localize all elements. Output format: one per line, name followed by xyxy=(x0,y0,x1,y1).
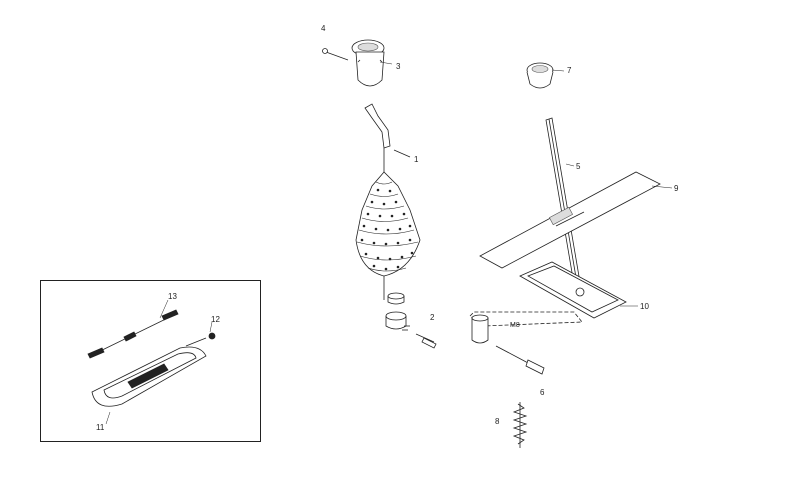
part-7-knob xyxy=(526,62,554,89)
callout-9: 9 xyxy=(674,184,679,193)
callout-11: 11 xyxy=(96,423,105,432)
callout-7: 7 xyxy=(567,66,572,75)
callout-12: 12 xyxy=(211,315,220,324)
part-8-spring xyxy=(512,402,528,448)
callout-10: 10 xyxy=(640,302,649,311)
lever-lower-bush xyxy=(385,292,407,330)
leader-lines xyxy=(105,61,673,425)
part-11-gasket xyxy=(91,346,207,407)
part-9-cover-plate xyxy=(479,171,661,269)
callout-5: 5 xyxy=(576,162,581,171)
callout-3: 3 xyxy=(396,62,401,71)
inset-frame xyxy=(40,280,261,442)
part-2-bolt xyxy=(402,325,437,349)
part-6-bolt xyxy=(495,345,545,375)
nut-marking: M8 xyxy=(510,322,520,329)
part-13-pin xyxy=(87,309,179,359)
callout-4: 4 xyxy=(321,24,326,33)
callout-8: 8 xyxy=(495,417,500,426)
shift-linkage-arm: M8 xyxy=(469,311,583,344)
part-4-screw xyxy=(322,48,349,61)
gear-lever-boot xyxy=(355,171,421,277)
callout-13: 13 xyxy=(168,292,177,301)
callout-6: 6 xyxy=(540,388,545,397)
part-3-gear-knob xyxy=(351,39,385,87)
callout-2: 2 xyxy=(430,313,435,322)
part-10-bracket xyxy=(519,261,627,319)
callout-1: 1 xyxy=(414,155,419,164)
part-12-pin xyxy=(185,332,216,347)
